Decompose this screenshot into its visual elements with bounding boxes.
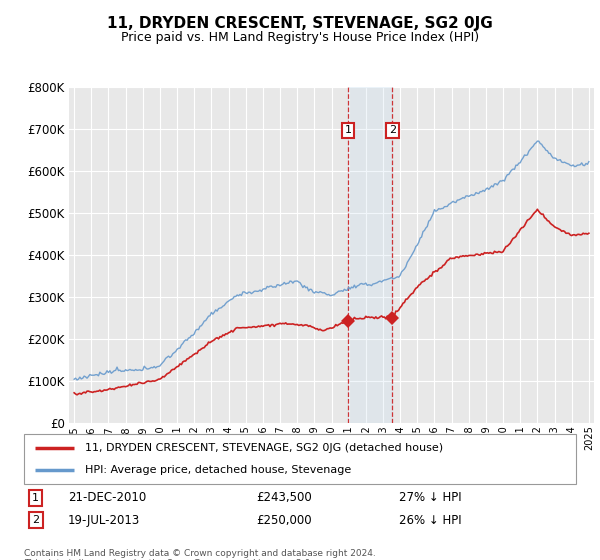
Text: £243,500: £243,500 — [256, 492, 311, 505]
Text: 27% ↓ HPI: 27% ↓ HPI — [400, 492, 462, 505]
Text: 19-JUL-2013: 19-JUL-2013 — [68, 514, 140, 526]
Text: 1: 1 — [344, 125, 352, 136]
Text: 11, DRYDEN CRESCENT, STEVENAGE, SG2 0JG (detached house): 11, DRYDEN CRESCENT, STEVENAGE, SG2 0JG … — [85, 443, 443, 453]
Text: 21-DEC-2010: 21-DEC-2010 — [68, 492, 146, 505]
Text: 2: 2 — [32, 515, 40, 525]
Text: Contains HM Land Registry data © Crown copyright and database right 2024.
This d: Contains HM Land Registry data © Crown c… — [24, 549, 376, 560]
Text: £250,000: £250,000 — [256, 514, 311, 526]
Text: Price paid vs. HM Land Registry's House Price Index (HPI): Price paid vs. HM Land Registry's House … — [121, 31, 479, 44]
Bar — [348, 87, 392, 423]
Text: 11, DRYDEN CRESCENT, STEVENAGE, SG2 0JG: 11, DRYDEN CRESCENT, STEVENAGE, SG2 0JG — [107, 16, 493, 31]
Text: 1: 1 — [32, 493, 39, 503]
Text: 26% ↓ HPI: 26% ↓ HPI — [400, 514, 462, 526]
Text: HPI: Average price, detached house, Stevenage: HPI: Average price, detached house, Stev… — [85, 465, 351, 475]
Text: 2: 2 — [389, 125, 396, 136]
